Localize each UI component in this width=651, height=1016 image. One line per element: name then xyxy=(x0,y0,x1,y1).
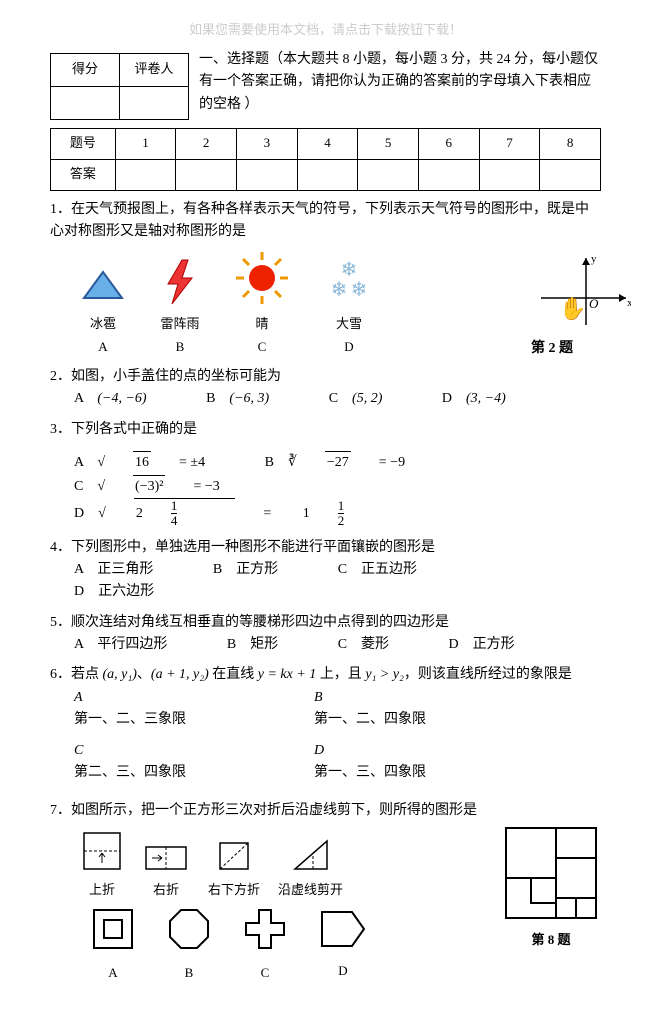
svg-text:✋: ✋ xyxy=(559,296,586,321)
col-num: 5 xyxy=(358,128,419,159)
fold-step: 右下方折 xyxy=(208,839,260,901)
ans-cell xyxy=(176,159,237,190)
opt-b: B (−6, 3) xyxy=(206,388,297,410)
opt-d: D 正六边形 xyxy=(74,581,182,603)
opt-d: D (3, −4) xyxy=(442,388,534,410)
sun-icon xyxy=(234,250,290,306)
question-6: 6．若点 (a, y₁)、(a + 1, y₂) 在直线 y = kx + 1 … xyxy=(50,664,601,792)
shape-b: B xyxy=(166,906,212,984)
opt-label: B xyxy=(160,337,200,358)
opt-b: B 第一、二、四象限 xyxy=(314,687,554,736)
q8-figure: 第 8 题 xyxy=(501,823,601,951)
snow-icon: ❄ ❄ ❄ xyxy=(324,258,374,306)
weather-label: 冰雹 xyxy=(80,314,126,335)
opt-c: C 菱形 xyxy=(338,634,417,656)
section-intro: 一、选择题（本大题共 8 小题，每小题 3 分，共 24 分，每小题仅有一个答案… xyxy=(199,49,601,116)
opt-c: C 第二、三、四象限 xyxy=(74,740,314,789)
ans-cell xyxy=(540,159,601,190)
reviewer-cell xyxy=(120,86,189,119)
opt-b: B ∛−27 = −9 xyxy=(265,451,433,474)
question-7: 7．如图所示，把一个正方形三次对折后沿虚线剪下，则所得的图形是 第 8 题 上折… xyxy=(50,800,601,988)
question-1: 1．在天气预报图上，有各种各样表示天气的符号，下列表示天气符号的图形中，既是中心… xyxy=(50,199,601,358)
score-cell xyxy=(51,86,120,119)
col-num: 2 xyxy=(176,128,237,159)
opt-a: A 正三角形 xyxy=(74,559,181,581)
shape-d: D xyxy=(318,908,368,982)
col-num: 8 xyxy=(540,128,601,159)
reviewer-header: 评卷人 xyxy=(120,53,189,86)
svg-text:❄: ❄ xyxy=(351,279,368,301)
svg-text:❄: ❄ xyxy=(331,279,348,301)
shape-c: C xyxy=(242,906,288,984)
svg-text:y: y xyxy=(591,253,597,265)
opt-d: D 正方形 xyxy=(449,634,543,656)
question-4: 4．下列图形中，单独选用一种图形不能进行平面镶嵌的图形是 A 正三角形 B 正方… xyxy=(50,537,601,604)
ans-cell xyxy=(236,159,297,190)
weather-label: 晴 xyxy=(234,314,290,335)
ans-cell xyxy=(297,159,358,190)
q1-text: 1．在天气预报图上，有各种各样表示天气的符号，下列表示天气符号的图形中，既是中心… xyxy=(50,199,601,244)
fold-step: 上折 xyxy=(80,829,124,901)
opt-b: B 矩形 xyxy=(227,634,306,656)
thunder-icon xyxy=(160,258,200,306)
q2-text: 2．如图，小手盖住的点的坐标可能为 xyxy=(50,366,601,388)
question-3: 3．下列各式中正确的是 A √16 = ±4 B ∛−27 = −9 C √(−… xyxy=(50,419,601,529)
shape-a: A xyxy=(90,906,136,984)
fold-step: 沿虚线剪开 xyxy=(278,837,343,901)
opt-a: A 第一、二、三象限 xyxy=(74,687,314,736)
opt-c: C √(−3)² = −3 xyxy=(74,475,248,498)
question-5: 5．顺次连结对角线互相垂直的等腰梯形四边中点得到的四边形是 A 平行四边形 B … xyxy=(50,612,601,657)
opt-a: A √16 = ±4 xyxy=(74,451,233,474)
q6-text: 6．若点 (a, y₁)、(a + 1, y₂) 在直线 y = kx + 1 … xyxy=(50,664,601,686)
answer-table: 题号 1 2 3 4 5 6 7 8 答案 xyxy=(50,128,601,191)
q3-text: 3．下列各式中正确的是 xyxy=(50,419,601,441)
fig-label: 第 8 题 xyxy=(501,930,601,951)
opt-d: D 第一、三、四象限 xyxy=(314,740,554,789)
svg-text:❄: ❄ xyxy=(341,259,358,281)
q7-text: 7．如图所示，把一个正方形三次对折后沿虚线剪下，则所得的图形是 xyxy=(50,800,601,822)
ans-cell xyxy=(418,159,479,190)
opt-c: C (5, 2) xyxy=(329,388,411,410)
ans-cell xyxy=(115,159,176,190)
weather-label: 大雪 xyxy=(324,314,374,335)
opt-a: A (−4, −6) xyxy=(74,388,175,410)
row-label: 答案 xyxy=(51,159,116,190)
col-num: 7 xyxy=(479,128,540,159)
opt-d: D √214 = 112 xyxy=(74,498,400,529)
svg-text:O: O xyxy=(589,296,599,311)
q2-figure: x y O ✋ 第 2 题 xyxy=(531,250,631,361)
watermark: 如果您需要使用本文档，请点击下载按钮下载！ xyxy=(50,20,601,41)
opt-label: C xyxy=(234,337,290,358)
opt-label: A xyxy=(80,337,126,358)
row-label: 题号 xyxy=(51,128,116,159)
opt-a: A 平行四边形 xyxy=(74,634,195,656)
fold-step: 右折 xyxy=(142,843,190,901)
score-header: 得分 xyxy=(51,53,120,86)
svg-text:x: x xyxy=(627,297,631,309)
opt-b: B 正方形 xyxy=(213,559,306,581)
opt-c: C 正五边形 xyxy=(338,559,445,581)
col-num: 1 xyxy=(115,128,176,159)
weather-label: 雷阵雨 xyxy=(160,314,200,335)
question-2: 2．如图，小手盖住的点的坐标可能为 A (−4, −6) B (−6, 3) C… xyxy=(50,366,601,411)
col-num: 4 xyxy=(297,128,358,159)
fig-label: 第 2 题 xyxy=(531,338,631,360)
q4-text: 4．下列图形中，单独选用一种图形不能进行平面镶嵌的图形是 xyxy=(50,537,601,559)
q5-text: 5．顺次连结对角线互相垂直的等腰梯形四边中点得到的四边形是 xyxy=(50,612,601,634)
col-num: 6 xyxy=(418,128,479,159)
hail-icon xyxy=(80,268,126,306)
col-num: 3 xyxy=(236,128,297,159)
ans-cell xyxy=(479,159,540,190)
ans-cell xyxy=(358,159,419,190)
score-table: 得分 评卷人 xyxy=(50,53,189,120)
opt-label: D xyxy=(324,337,374,358)
